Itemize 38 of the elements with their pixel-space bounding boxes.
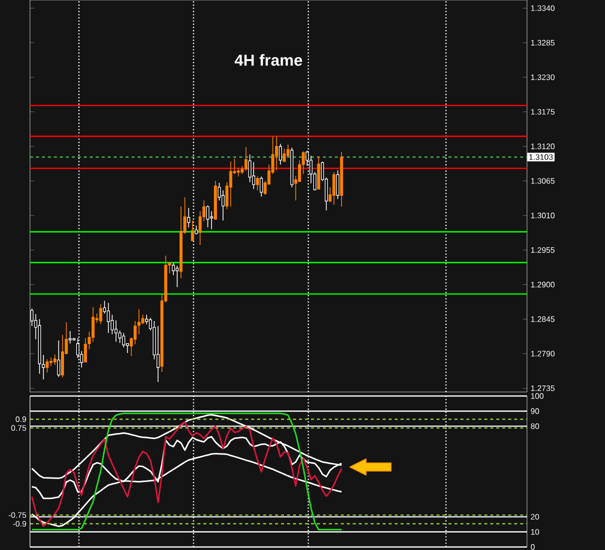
candlestick [244,146,248,172]
candlestick [236,167,240,177]
candlestick [187,208,190,228]
candlestick [256,176,259,191]
candlestick [57,340,60,378]
candlestick [145,314,148,325]
candlestick [222,190,225,221]
candlestick [134,320,137,345]
candlestick [156,326,160,382]
candlestick [190,220,194,241]
candlestick [282,148,286,162]
candlestick [92,306,95,342]
candlestick [176,265,179,288]
candlestick [99,304,102,325]
candlestick [141,314,144,325]
candlestick [114,320,118,342]
candlestick [278,143,282,165]
candlestick [275,136,278,171]
text: 4H frame [234,54,302,66]
candlestick [61,334,64,378]
candlestick [332,172,336,206]
candlestick [260,176,263,198]
candlestick [118,330,122,344]
candlestick [336,170,340,200]
candlestick [42,354,45,380]
candlestick [46,358,49,373]
candlestick [172,262,175,276]
candlestick [106,302,110,334]
candlestick [210,210,214,230]
candlestick [252,162,256,190]
candlestick [84,338,87,363]
candlestick [248,154,252,183]
candlestick [206,205,210,228]
candlestick [122,332,126,348]
candlestick [50,357,53,367]
candlestick [53,354,56,366]
candlestick [229,161,232,208]
candlestick [198,210,202,246]
